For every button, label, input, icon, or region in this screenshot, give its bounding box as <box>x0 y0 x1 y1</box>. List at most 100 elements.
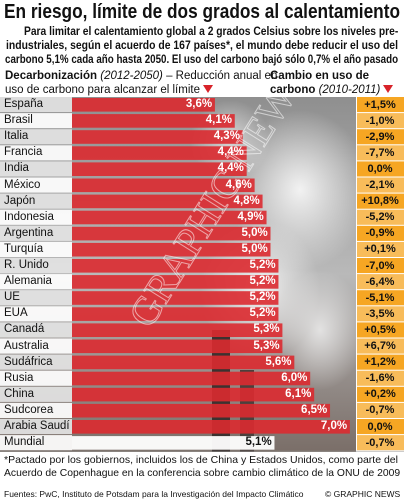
row-label-bg <box>0 241 72 257</box>
change-cell <box>357 402 404 418</box>
value-label: 4,6% <box>225 178 252 191</box>
value-label: 5,1% <box>245 436 272 449</box>
category-label: España <box>4 98 44 110</box>
value-label: 5,0% <box>241 226 268 239</box>
value-label: 4,4% <box>217 146 244 159</box>
value-label: 5,2% <box>249 291 276 304</box>
category-label: India <box>4 162 29 175</box>
value-label: 5,2% <box>249 275 276 288</box>
change-cell <box>357 290 404 306</box>
change-label: +6,7% <box>364 340 396 352</box>
change-label: -2,9% <box>365 130 395 143</box>
change-cell <box>357 161 404 177</box>
change-label: -1,6% <box>365 372 395 385</box>
bar <box>72 436 275 450</box>
bar <box>72 371 311 386</box>
row-label-bg <box>0 386 72 402</box>
row-label-bg <box>0 354 72 370</box>
row-label-bg <box>0 370 72 386</box>
value-label: 4,1% <box>205 114 232 127</box>
marker <box>383 85 394 93</box>
row-label-bg <box>0 225 72 241</box>
row-label-bg <box>0 129 72 145</box>
row-label-bg <box>0 290 72 306</box>
category-label: R. Unido <box>4 259 49 271</box>
series-name: Decarbonización <box>5 70 98 82</box>
change-cell <box>357 338 404 354</box>
change-cell <box>357 322 404 338</box>
row-label-bg <box>0 419 72 435</box>
chart-title: En riesgo, límite de dos grados al calen… <box>4 1 401 23</box>
bar <box>72 194 263 209</box>
value-label: 5,3% <box>253 339 280 352</box>
bar <box>72 114 235 128</box>
bar <box>72 387 315 402</box>
category-label: México <box>4 178 41 191</box>
row-label-bg <box>0 177 72 193</box>
credit: © GRAPHIC NEWS <box>325 489 401 499</box>
category-label: Francia <box>4 146 43 159</box>
change-cell <box>357 225 404 241</box>
change-cell <box>357 274 404 290</box>
change-cell <box>357 370 404 386</box>
value-label: 4,9% <box>237 210 264 223</box>
footnote: *Pactado por los gobiernos, incluidos lo… <box>4 454 398 467</box>
bar <box>72 242 271 257</box>
source: Fuentes: PwC, Instituto de Potsdam para … <box>4 489 304 499</box>
value-label: 7,0% <box>320 420 348 432</box>
category-label: Sudáfrica <box>4 355 53 368</box>
bar <box>72 355 295 370</box>
change-cell <box>357 386 404 402</box>
change-label: 0,0% <box>367 420 393 433</box>
row-label-bg <box>0 113 72 129</box>
change-cell <box>357 113 404 129</box>
change-cell <box>357 241 404 257</box>
value-label: 5,2% <box>249 259 276 271</box>
change-label: -3,5% <box>365 307 395 320</box>
category-label: Argentina <box>4 226 54 239</box>
change-cell <box>357 258 404 274</box>
bar <box>72 323 283 337</box>
row-label-bg <box>0 402 72 418</box>
series-name: Cambio en uso de carbono <box>270 70 370 96</box>
category-label: Sudcorea <box>4 403 54 416</box>
change-label: +10,8% <box>361 195 399 208</box>
change-label: +1,2% <box>364 356 396 369</box>
value-label: 5,3% <box>253 323 280 336</box>
bar <box>72 178 255 193</box>
change-label: +1,5% <box>364 98 396 111</box>
series-description: – Reducción anual en uso de carbono para… <box>5 70 278 96</box>
change-cell <box>357 193 404 209</box>
category-label: Indonesia <box>4 210 54 223</box>
change-cell <box>357 435 404 451</box>
bar <box>72 210 267 225</box>
right-header: Cambio en uso de carbono (2010-2011) <box>270 69 404 97</box>
change-cell <box>357 145 404 161</box>
bar <box>72 291 279 305</box>
bar <box>72 98 215 112</box>
category-label: Alemania <box>4 275 52 288</box>
value-label: 6,0% <box>281 371 308 384</box>
footnote: Acuerdo de Copenhague en la conferencia … <box>4 467 401 480</box>
series-period: (2012-2050) <box>100 70 163 82</box>
bar <box>72 130 243 144</box>
category-label: Mundial <box>4 436 45 449</box>
category-label: UE <box>4 291 20 304</box>
row-label-bg <box>0 338 72 354</box>
value-label: 5,6% <box>265 355 292 368</box>
change-label: -1,0% <box>365 114 395 127</box>
intro-text: carbono 5,1% cada año hasta 2050. El uso… <box>5 54 399 66</box>
bar <box>72 162 247 176</box>
value-label: 4,3% <box>213 130 240 143</box>
bar <box>72 146 247 160</box>
bar <box>72 275 279 289</box>
bar <box>72 339 283 354</box>
change-label: -7,0% <box>365 259 395 272</box>
marker <box>202 85 213 93</box>
change-label: +0,2% <box>364 388 396 401</box>
value-label: 5,0% <box>241 242 268 255</box>
change-label: -7,7% <box>365 146 395 159</box>
row-label-bg <box>0 435 72 451</box>
change-label: -2,1% <box>365 179 395 191</box>
change-cell <box>357 177 404 193</box>
